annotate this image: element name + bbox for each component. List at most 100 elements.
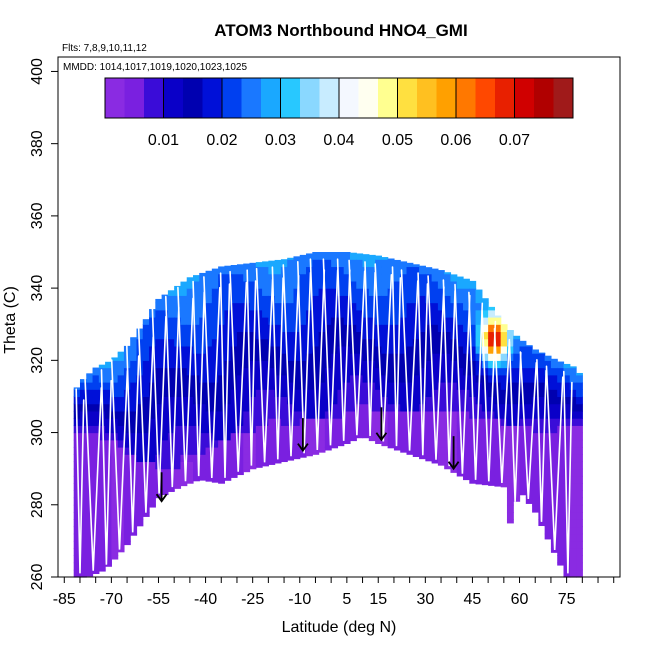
heatmap-cell xyxy=(532,468,539,477)
heatmap-cell xyxy=(224,432,232,441)
heatmap-cell xyxy=(525,432,533,441)
heatmap-cell xyxy=(230,410,238,419)
heatmap-cell xyxy=(506,497,514,506)
heatmap-cell xyxy=(130,418,138,426)
heatmap-cell xyxy=(92,374,100,383)
heatmap-cell xyxy=(444,360,452,369)
heatmap-cell xyxy=(393,439,401,448)
heatmap-cell xyxy=(243,418,251,426)
heatmap-cell xyxy=(356,389,364,398)
heatmap-cell xyxy=(500,367,508,376)
heatmap-cell xyxy=(262,374,269,383)
heatmap-cell xyxy=(500,382,508,390)
flights-note: Flts: 7,8,9,10,11,12 xyxy=(62,43,147,54)
heatmap-cell xyxy=(481,410,489,419)
heatmap-cell xyxy=(293,259,301,268)
heatmap-cell xyxy=(180,475,188,484)
heatmap-cell xyxy=(218,439,225,448)
heatmap-cell xyxy=(243,396,251,405)
heatmap-cell xyxy=(287,418,295,426)
heatmap-cell xyxy=(299,389,307,398)
flight-profile xyxy=(192,280,205,477)
heatmap-cell xyxy=(211,295,219,304)
heatmap-cell xyxy=(243,410,251,419)
heatmap-cell xyxy=(174,418,182,426)
heatmap-cell xyxy=(337,410,345,419)
heatmap-cell xyxy=(488,331,496,340)
heatmap-cell xyxy=(532,504,539,513)
heatmap-cell xyxy=(500,468,508,477)
heatmap-cell xyxy=(299,295,307,304)
heatmap-cell xyxy=(123,533,131,542)
heatmap-cell xyxy=(255,447,263,455)
heatmap-cell xyxy=(167,389,175,398)
heatmap-cell xyxy=(249,338,257,347)
heatmap-cell xyxy=(494,418,502,426)
heatmap-cell xyxy=(576,389,583,398)
heatmap-cell xyxy=(205,367,213,376)
heatmap-cell xyxy=(488,439,496,448)
heatmap-cell xyxy=(337,432,345,441)
heatmap-cell xyxy=(569,403,577,412)
heatmap-cell xyxy=(142,353,150,361)
heatmap-cell xyxy=(105,374,112,383)
heatmap-cell xyxy=(381,302,389,311)
heatmap-cell xyxy=(324,360,332,369)
heatmap-cell xyxy=(513,497,521,502)
heatmap-cell xyxy=(362,410,370,419)
heatmap-cell xyxy=(199,272,207,275)
flight-profile xyxy=(297,261,312,454)
heatmap-cell xyxy=(136,382,144,390)
heatmap-cell xyxy=(211,280,219,289)
heatmap-cell xyxy=(532,490,539,499)
heatmap-cell xyxy=(186,447,194,455)
heatmap-cell xyxy=(174,410,182,419)
heatmap-cell xyxy=(98,569,106,572)
heatmap-cell xyxy=(400,418,408,426)
heatmap-cell xyxy=(149,483,156,491)
heatmap-cell xyxy=(262,396,269,405)
heatmap-cell xyxy=(519,483,527,491)
heatmap-cell xyxy=(324,338,332,347)
heatmap-cell xyxy=(193,454,200,463)
heatmap-cell xyxy=(557,512,565,520)
heatmap-cell xyxy=(218,382,225,390)
heatmap-cell xyxy=(488,317,496,325)
heatmap-cell xyxy=(105,403,112,412)
heatmap-cell xyxy=(400,447,408,453)
heatmap-cell xyxy=(293,396,301,405)
heatmap-cell xyxy=(419,331,426,340)
heatmap-cell xyxy=(211,425,219,434)
heatmap-cell xyxy=(456,439,464,448)
heatmap-cell xyxy=(86,374,94,383)
heatmap-cell xyxy=(167,418,175,426)
heatmap-cell xyxy=(425,360,433,369)
heatmap-cell xyxy=(525,396,533,405)
heatmap-cell xyxy=(525,425,533,434)
heatmap-cell xyxy=(186,324,194,333)
heatmap-cell xyxy=(218,396,225,405)
heatmap-cell xyxy=(519,490,527,496)
heatmap-cell xyxy=(123,526,131,535)
heatmap-cell xyxy=(425,331,433,340)
heatmap-cell xyxy=(243,439,251,448)
heatmap-cell xyxy=(249,302,257,311)
heatmap-cell xyxy=(419,382,426,390)
x-axis-label: Latitude (deg N) xyxy=(282,619,397,636)
heatmap-cell xyxy=(98,533,106,542)
heatmap-cell xyxy=(167,403,175,412)
heatmap-cell xyxy=(161,461,169,470)
heatmap-cell xyxy=(406,309,414,318)
heatmap-cell xyxy=(381,273,389,282)
heatmap-cell xyxy=(525,367,533,376)
heatmap-cell xyxy=(331,389,339,398)
heatmap-cell xyxy=(230,295,238,304)
heatmap-cell xyxy=(117,418,125,426)
heatmap-cell xyxy=(557,475,565,484)
heatmap-cell xyxy=(387,382,395,390)
heatmap-cell xyxy=(186,410,194,419)
heatmap-cell xyxy=(199,280,207,289)
heatmap-cell xyxy=(299,353,307,361)
heatmap-cell xyxy=(117,374,125,383)
heatmap-cell xyxy=(469,288,477,296)
